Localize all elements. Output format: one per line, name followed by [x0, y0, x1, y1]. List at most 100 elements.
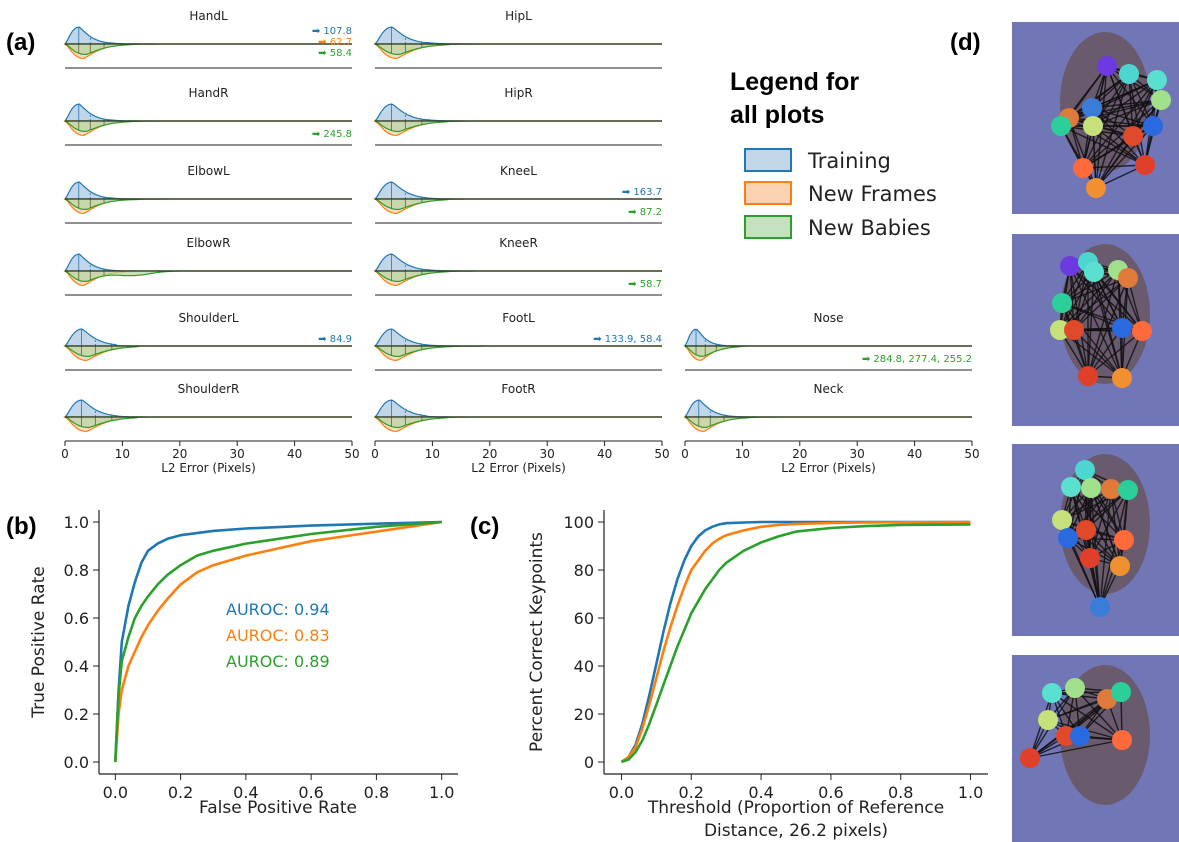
x-tick-label: 40 [597, 447, 612, 461]
auroc-annotation: AUROC: 0.89 [226, 652, 330, 671]
series-line-training [114, 520, 442, 763]
x-tick-label: 20 [792, 447, 807, 461]
skeleton-edge [1061, 269, 1119, 304]
density-new-babies [64, 198, 352, 210]
skeleton-edge [1087, 330, 1143, 377]
panel-a-density-grid: HandL ➡ 107.8➡ 62.7➡ 58.4 HandR ➡ 245.8 Elbo… [61, 9, 979, 475]
panel-c-pck-chart: 0.0 0.2 0.4 0.6 0.8 1.0 0 20 40 60 80 100 Threshold … [527, 510, 988, 841]
subplot-title: HipR [504, 86, 532, 100]
x-axis-label: L2 Error (Pixels) [781, 461, 876, 475]
keypoint-marker [1060, 256, 1080, 276]
subplot-title: KneeL [500, 164, 537, 178]
legend-swatch-new-babies [744, 215, 792, 239]
density-training [373, 103, 662, 122]
skeleton-edge [1060, 125, 1146, 166]
keypoint-marker [1147, 70, 1167, 90]
skeleton-edge [1067, 537, 1101, 608]
skeleton-edge [1090, 487, 1121, 567]
x-tick-label: 30 [540, 447, 555, 461]
x-tick-label: 50 [344, 447, 359, 461]
skeleton-edge [1068, 117, 1154, 127]
skeleton-edge [1061, 302, 1123, 379]
skeleton-edge [1073, 329, 1123, 379]
subplot-title: ShoulderL [178, 311, 238, 325]
skeleton-edge [1061, 519, 1121, 567]
x-tick-label: 0.8 [364, 783, 389, 802]
skeleton-edge [1087, 271, 1095, 377]
keypoint-marker [1081, 478, 1101, 498]
density-subplot-elbowr: ElbowR [63, 236, 352, 296]
density-training [63, 399, 352, 418]
example-frame-3 [1012, 444, 1179, 636]
x-tick-label: 0 [681, 447, 689, 461]
series-line-new-babies [621, 523, 971, 764]
x-tick-label: 0.2 [168, 783, 193, 802]
x-tick-label: 1.0 [958, 783, 983, 802]
subplot-title: KneeR [499, 236, 538, 250]
outlier-annotation: ➡ 58.4 [318, 48, 352, 59]
skeleton-edge [1068, 99, 1162, 119]
density-subplot-footr: FootR 0 10 20 30 40 50 L2 Error (Pixels) [371, 382, 669, 475]
y-axis-label: True Positive Rate [29, 566, 49, 718]
skeleton-edge [1069, 265, 1089, 377]
legend-title-line1: Legend for [730, 68, 859, 96]
keypoint-marker [1052, 293, 1072, 313]
keypoint-marker [1065, 678, 1085, 698]
subplot-title: HipL [505, 9, 532, 23]
keypoint-marker [1051, 116, 1071, 136]
keypoint-marker [1042, 683, 1062, 703]
density-new-babies [64, 43, 352, 55]
x-axis-label-line2: Distance, 26.2 pixels) [704, 821, 888, 841]
skeleton-edge [1074, 687, 1123, 741]
series-line-new-frames [620, 520, 971, 764]
y-tick-label: 1.0 [64, 513, 89, 532]
subplot-title: ElbowL [187, 164, 230, 178]
subplot-title: ShoulderR [178, 382, 240, 396]
y-tick-label: 100 [563, 513, 594, 532]
skeleton-edge [1073, 271, 1095, 331]
density-subplot-hipl: HipL [373, 9, 662, 69]
density-training [373, 253, 662, 272]
outlier-annotation: ➡ 87.2 [628, 207, 662, 218]
skeleton-edge [1092, 125, 1097, 189]
keypoint-marker [1082, 98, 1102, 118]
density-training [373, 399, 662, 418]
subplot-title: FootR [501, 382, 535, 396]
skeleton-edge [1128, 73, 1146, 166]
density-training [373, 26, 662, 45]
auroc-annotation: AUROC: 0.83 [226, 626, 330, 645]
skeleton-edge [1070, 486, 1125, 541]
keypoint-marker [1097, 56, 1117, 76]
density-new-babies [684, 416, 972, 428]
y-tick-label: 0.4 [64, 657, 89, 676]
skeleton-edge [1029, 739, 1123, 759]
density-new-babies [64, 120, 352, 132]
x-tick-label: 40 [287, 447, 302, 461]
skeleton-edge [1089, 488, 1112, 559]
skeleton-edge [1060, 125, 1097, 189]
x-tick-label: 0.8 [888, 783, 913, 802]
keypoint-marker [1076, 520, 1096, 540]
density-subplot-handl: HandL ➡ 107.8➡ 62.7➡ 58.4 [63, 9, 352, 69]
outlier-annotation: ➡ 62.7 [318, 37, 352, 48]
y-tick-label: 20 [574, 705, 594, 724]
keypoint-marker [1083, 116, 1103, 136]
density-subplot-elbowl: ElbowL [63, 164, 352, 224]
y-tick-label: 80 [574, 561, 594, 580]
subplot-title: HandR [189, 86, 229, 100]
density-training [373, 181, 662, 200]
keypoint-marker [1058, 528, 1078, 548]
keypoint-marker [1118, 268, 1138, 288]
x-tick-label: 50 [964, 447, 979, 461]
x-tick-label: 1.0 [429, 783, 454, 802]
keypoint-marker [1119, 64, 1139, 84]
y-tick-label: 0.2 [64, 705, 89, 724]
skeleton-edge [1106, 65, 1162, 101]
density-subplot-kneer: KneeR ➡ 58.7 [373, 236, 662, 296]
skeleton-edge [1095, 125, 1154, 189]
y-tick-label: 0.0 [64, 753, 89, 772]
keypoint-marker [1061, 477, 1081, 497]
x-axis-label: L2 Error (Pixels) [471, 461, 566, 475]
panel-label-c: (c) [470, 513, 499, 540]
